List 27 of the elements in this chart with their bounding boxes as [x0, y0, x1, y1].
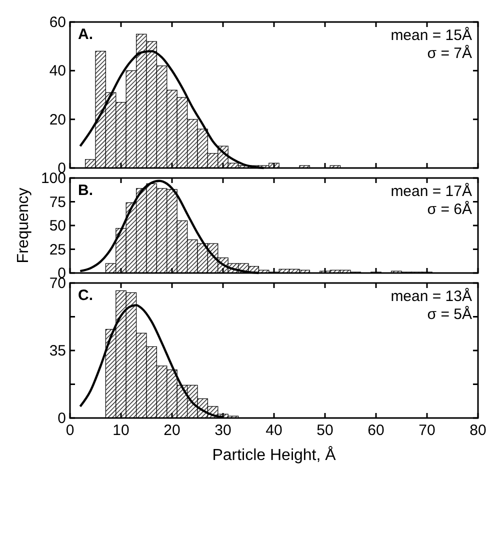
annotation: C. — [78, 287, 93, 304]
x-tick-label: 30 — [214, 422, 232, 439]
x-tick-label: 40 — [266, 422, 282, 439]
x-axis-title: Particle Height, Å — [212, 446, 336, 464]
y-tick-label: 40 — [49, 62, 66, 80]
x-tick-label: 50 — [316, 422, 334, 439]
y-tick-label: 50 — [49, 218, 66, 234]
y-tick-label: 20 — [49, 111, 66, 128]
x-tick-label: 10 — [112, 422, 130, 439]
annotation: mean = 15Å — [390, 26, 472, 44]
annotation: σ = 5Å — [427, 305, 472, 323]
x-tick-label: 80 — [470, 422, 486, 439]
annotation: σ = 7Å — [427, 44, 472, 62]
annotation: A. — [78, 26, 93, 43]
annotation: B. — [78, 182, 93, 199]
x-tick-label: 60 — [368, 422, 384, 439]
y-tick-label: 60 — [49, 14, 66, 31]
y-axis-title: Frequency — [15, 188, 32, 264]
annotation: mean = 17Å — [390, 182, 472, 200]
annotation: mean = 13Å — [390, 287, 472, 305]
y-tick-label: 75 — [49, 194, 66, 211]
x-tick-label: 70 — [418, 422, 436, 439]
y-tick-label: 35 — [49, 342, 66, 360]
annotation: σ = 6Å — [427, 200, 472, 218]
x-tick-label: 20 — [164, 422, 180, 439]
y-tick-label: 0 — [58, 410, 66, 427]
y-tick-label: 25 — [49, 241, 66, 258]
